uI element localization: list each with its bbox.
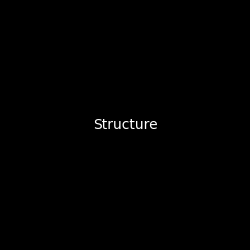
Text: Structure: Structure — [93, 118, 157, 132]
